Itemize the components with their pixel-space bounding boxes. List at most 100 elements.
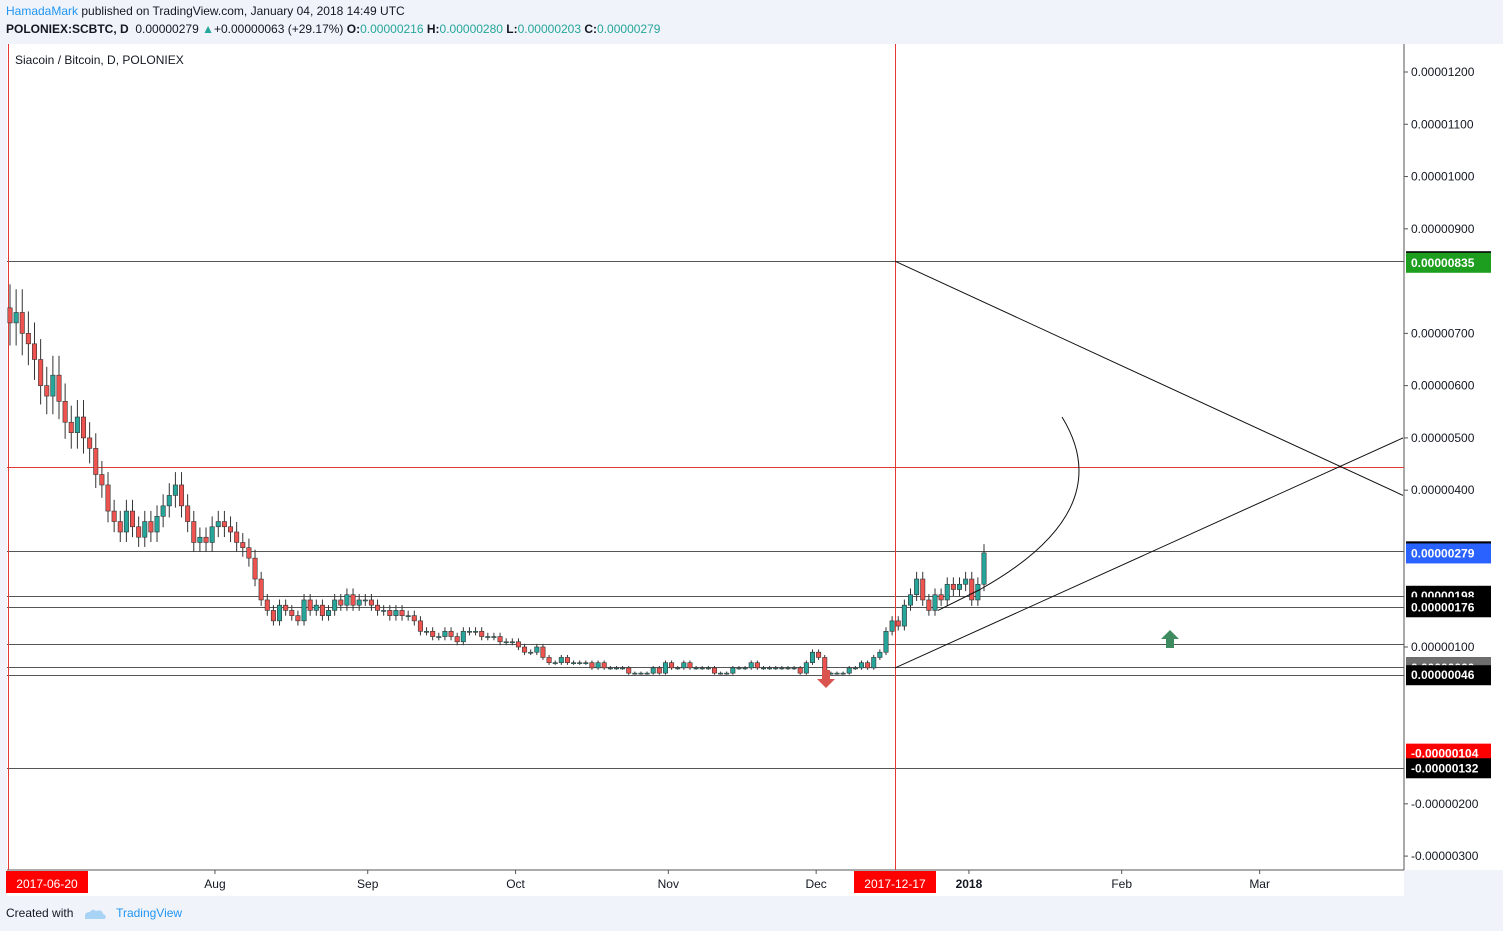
down-arrow-marker-icon	[817, 670, 835, 688]
candle-body	[503, 641, 509, 644]
date-badge-label: 2017-06-20	[16, 877, 78, 891]
candle-body	[93, 448, 99, 475]
candle-body	[25, 333, 31, 345]
last-price: 0.00000279	[135, 22, 199, 36]
candle-body	[375, 604, 381, 611]
x-tick-label: Sep	[357, 877, 379, 891]
candle-body	[154, 516, 160, 533]
plot-area[interactable]	[7, 44, 1404, 870]
candle-body	[816, 651, 822, 658]
candle-body	[773, 667, 779, 670]
candle-body	[558, 657, 564, 663]
candle-body	[632, 672, 638, 675]
footer: Created with TradingView	[6, 906, 182, 920]
candle-body	[540, 646, 546, 658]
candle-body	[240, 542, 246, 548]
candle-body	[552, 662, 558, 664]
author-link[interactable]: HamadaMark	[6, 4, 79, 18]
candle-body	[313, 604, 319, 611]
candle-body	[852, 667, 858, 670]
published-text: published on TradingView.com, January 04…	[81, 4, 405, 18]
candle-body	[62, 401, 68, 423]
candle-body	[117, 521, 123, 533]
candle-body	[56, 374, 62, 402]
candle-body	[130, 510, 136, 528]
candle-body	[332, 599, 338, 611]
candle-body	[926, 599, 932, 611]
candle-body	[963, 578, 969, 585]
candle-body	[228, 526, 234, 533]
candle-body	[944, 583, 950, 601]
candle-body	[362, 599, 368, 602]
candle-body	[522, 646, 528, 653]
candle-body	[956, 583, 962, 590]
candle-body	[607, 667, 613, 670]
candle-body	[583, 662, 589, 664]
candle-body	[264, 599, 270, 611]
price-badge	[1406, 597, 1491, 618]
y-tick-label: 0.00000700	[1411, 326, 1475, 340]
symbol-label: POLONIEX:SCBTC, D	[6, 22, 129, 36]
candle-body	[442, 631, 448, 637]
candle-body	[920, 578, 926, 601]
x-tick-label: Nov	[658, 877, 679, 891]
candle-body	[626, 667, 632, 674]
tradingview-link[interactable]: TradingView	[116, 906, 183, 920]
y-tick-label: 0.00001200	[1411, 65, 1475, 79]
candle-body	[485, 636, 491, 638]
candles	[7, 284, 987, 675]
candle-body	[252, 557, 258, 580]
candle-body	[215, 521, 221, 528]
y-tick-label: -0.00000300	[1411, 849, 1479, 863]
candle-body	[791, 667, 797, 670]
candle-body	[571, 662, 577, 664]
candle-body	[644, 672, 650, 675]
chart-title: Siacoin / Bitcoin, D, POLONIEX	[15, 53, 184, 67]
up-arrow-icon: ▲	[202, 22, 214, 36]
price-badge-label: -0.00000132	[1411, 761, 1479, 775]
price-axis[interactable]	[1404, 44, 1503, 870]
change-value: +0.00000063 (+29.17%)	[213, 22, 344, 36]
x-tick-label: Aug	[204, 877, 225, 891]
candle-body	[99, 474, 105, 486]
candle-body	[258, 578, 264, 601]
candle-body	[393, 610, 399, 616]
candle-body	[736, 667, 742, 670]
date-badge	[6, 871, 88, 893]
price-badge	[1406, 665, 1491, 686]
candle-body	[687, 662, 693, 669]
candle-body	[699, 667, 705, 670]
candle-body	[19, 312, 25, 334]
candle-body	[68, 421, 74, 433]
candle-body	[754, 662, 760, 669]
candle-body	[981, 552, 987, 585]
created-with-label: Created with	[6, 906, 74, 920]
candle-body	[595, 662, 601, 669]
price-badge	[1406, 758, 1491, 779]
open-label: O:	[346, 22, 361, 36]
candle-body	[858, 662, 864, 669]
candle-body	[785, 667, 791, 670]
candle-body	[901, 604, 907, 627]
candle-body	[277, 604, 283, 622]
price-badge-label: 0.00000835	[1411, 256, 1475, 270]
candle-body	[834, 672, 840, 675]
candle-body	[767, 667, 773, 670]
candle-body	[50, 374, 56, 397]
candle-body	[185, 505, 191, 522]
curve-drawing	[937, 416, 1080, 611]
y-tick-label: 0.00000900	[1411, 222, 1475, 236]
publish-info: HamadaMark published on TradingView.com,…	[6, 4, 405, 18]
y-tick-label: 0.00000100	[1411, 640, 1475, 654]
candle-body	[534, 646, 540, 653]
time-axis[interactable]	[7, 870, 1404, 896]
candle-body	[601, 662, 607, 669]
candle-body	[356, 599, 362, 606]
candle-body	[932, 594, 938, 611]
date-badge-label: 2017-12-17	[864, 877, 926, 891]
candle-body	[730, 667, 736, 674]
x-tick-label: Feb	[1111, 877, 1132, 891]
candle-body	[711, 667, 717, 674]
candle-body	[620, 667, 626, 670]
